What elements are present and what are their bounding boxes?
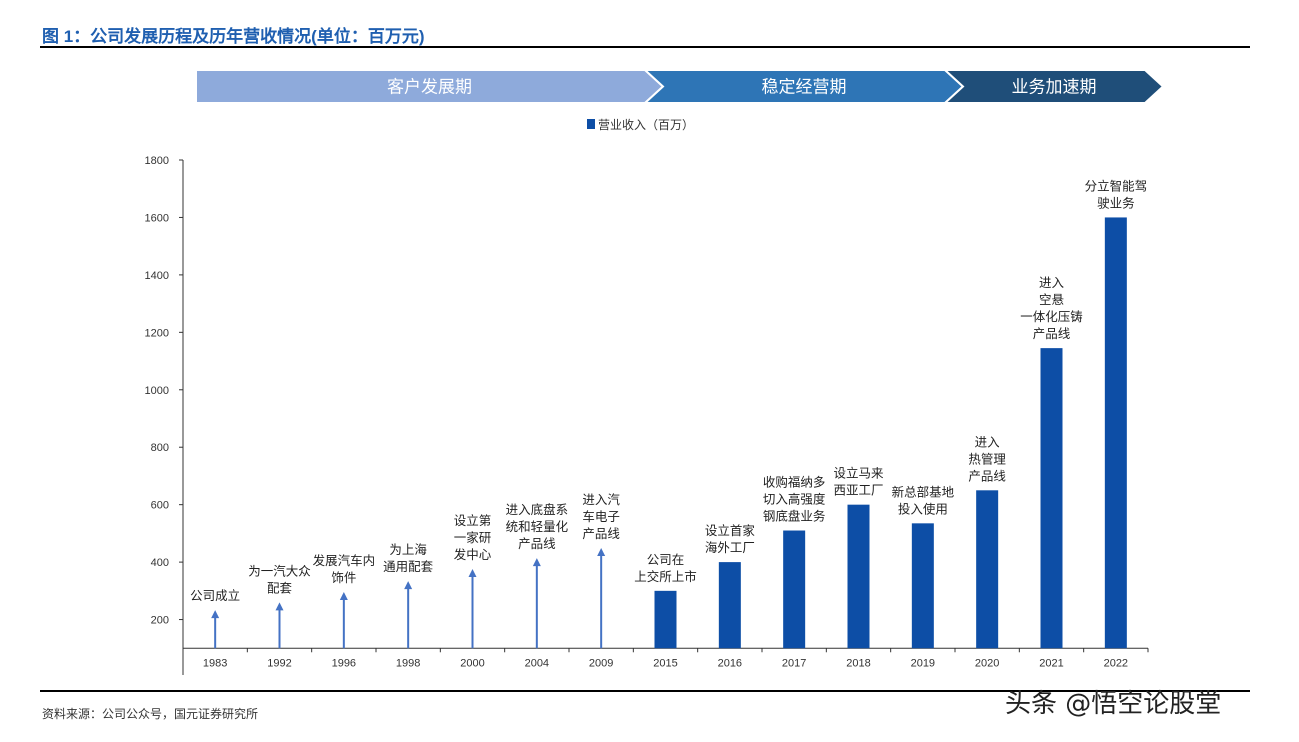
bar-2015 xyxy=(654,590,677,649)
annotation-2019: 新总部基地 xyxy=(892,484,955,499)
annotation-1996: 发展汽车内 xyxy=(313,553,376,568)
arrow-head-icon xyxy=(532,558,541,567)
x-tick-label: 2019 xyxy=(911,657,935,669)
annotation-2000: 发中心 xyxy=(454,547,492,562)
annotation-2015: 上交所上市 xyxy=(634,569,697,584)
annotation-1998: 通用配套 xyxy=(383,559,434,574)
legend-label: 营业收入（百万） xyxy=(598,118,694,132)
x-tick-label: 2016 xyxy=(718,657,742,669)
phase-label: 业务加速期 xyxy=(1012,78,1097,98)
phase-label: 稳定经营期 xyxy=(762,78,847,98)
top-rule xyxy=(40,46,1250,48)
x-tick-label: 1996 xyxy=(332,657,356,669)
x-tick-label: 2004 xyxy=(525,657,549,669)
bar-2020 xyxy=(976,490,999,649)
annotation-1996: 饰件 xyxy=(331,570,356,585)
y-tick-label: 1600 xyxy=(145,212,169,224)
arrow-head-icon xyxy=(404,581,413,590)
annotation-2018: 西亚工厂 xyxy=(833,483,883,498)
annotation-2021: 产品线 xyxy=(1033,326,1071,341)
bar-2018 xyxy=(847,504,870,649)
x-tick-label: 2000 xyxy=(460,657,484,669)
annotation-2017: 钢底盘业务 xyxy=(763,509,826,524)
x-tick-label: 2021 xyxy=(1039,657,1063,669)
source-note: 资料来源：公司公众号，国元证券研究所 xyxy=(42,707,259,721)
annotation-2004: 进入底盘系 xyxy=(506,502,569,517)
annotation-2021: 空悬 xyxy=(1039,292,1064,307)
annotation-2016: 设立首家 xyxy=(705,523,756,538)
bar-2019 xyxy=(911,523,934,649)
y-tick-label: 1800 xyxy=(145,155,169,167)
annotation-2009: 产品线 xyxy=(582,526,620,541)
figure-title: 图 1：公司发展历程及历年营收情况(单位：百万元) xyxy=(42,27,425,46)
annotation-2020: 进入 xyxy=(975,434,1001,449)
annotation-1983: 公司成立 xyxy=(190,588,240,603)
annotation-2018: 设立马来 xyxy=(833,466,884,481)
arrow-head-icon xyxy=(597,548,606,557)
annotation-2009: 进入汽 xyxy=(582,492,620,507)
annotation-1992: 为一汽大众 xyxy=(248,563,311,578)
bar-2016 xyxy=(718,562,741,649)
x-tick-label: 2015 xyxy=(653,657,677,669)
bar-2022 xyxy=(1104,217,1127,649)
phase-label: 客户发展期 xyxy=(387,78,472,98)
x-tick-label: 2022 xyxy=(1104,657,1128,669)
bar-2017 xyxy=(783,530,806,649)
annotation-2019: 投入使用 xyxy=(898,501,948,516)
legend-swatch xyxy=(587,119,595,129)
annotation-2017: 收购福纳多 xyxy=(763,475,826,490)
bottom-rule xyxy=(40,690,1250,692)
arrow-head-icon xyxy=(468,569,477,578)
annotation-2022: 分立智能驾 xyxy=(1085,178,1148,193)
arrow-head-icon xyxy=(211,610,220,619)
y-tick-label: 800 xyxy=(151,442,169,454)
annotation-2021: 进入 xyxy=(1039,275,1065,290)
x-tick-label: 1992 xyxy=(267,657,291,669)
y-tick-label: 600 xyxy=(151,500,169,512)
annotation-2016: 海外工厂 xyxy=(705,540,755,555)
x-tick-label: 1983 xyxy=(203,657,227,669)
x-tick-label: 2020 xyxy=(975,657,999,669)
watermark: 头条 @悟空论股堂 xyxy=(1005,689,1222,719)
annotation-2015: 公司在 xyxy=(647,552,685,567)
annotation-1992: 配套 xyxy=(267,580,293,595)
annotation-2022: 驶业务 xyxy=(1097,195,1135,210)
phase-arrow xyxy=(942,69,1165,104)
x-tick-label: 2018 xyxy=(846,657,870,669)
x-tick-label: 2017 xyxy=(782,657,806,669)
annotation-2009: 车电子 xyxy=(582,509,620,524)
y-tick-label: 1000 xyxy=(145,385,169,397)
annotation-2004: 产品线 xyxy=(518,536,556,551)
y-tick-label: 400 xyxy=(151,557,169,569)
arrow-head-icon xyxy=(339,591,348,600)
annotation-2020: 产品线 xyxy=(968,468,1006,483)
y-tick-label: 200 xyxy=(151,615,169,627)
x-tick-label: 2009 xyxy=(589,657,613,669)
annotation-2017: 切入高强度 xyxy=(763,492,826,507)
x-tick-label: 1998 xyxy=(396,657,420,669)
annotation-2004: 统和轻量化 xyxy=(506,519,569,534)
annotation-2020: 热管理 xyxy=(968,451,1006,466)
y-tick-label: 1200 xyxy=(145,327,169,339)
annotation-1998: 为上海 xyxy=(389,542,427,557)
annotation-2021: 一体化压铸 xyxy=(1020,309,1083,324)
bar-2021 xyxy=(1040,348,1063,649)
y-tick-label: 1400 xyxy=(145,270,169,282)
annotation-2000: 一家研 xyxy=(454,530,492,545)
arrow-head-icon xyxy=(275,602,284,611)
annotation-2000: 设立第 xyxy=(454,513,492,528)
